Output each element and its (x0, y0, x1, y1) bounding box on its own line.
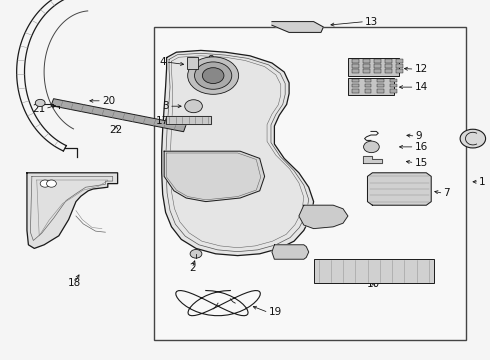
Bar (390, 89, 397, 93)
Circle shape (185, 100, 202, 113)
Text: 9: 9 (416, 131, 422, 141)
Bar (314, 259, 434, 283)
Text: 1: 1 (479, 177, 486, 187)
Bar (352, 59, 359, 63)
Bar (352, 64, 359, 68)
Bar (390, 84, 397, 87)
Bar (348, 58, 399, 76)
Bar (377, 84, 384, 87)
Circle shape (364, 141, 379, 153)
Circle shape (40, 180, 50, 187)
Bar (385, 64, 392, 68)
Bar (396, 69, 403, 73)
Bar (154, 27, 466, 340)
Text: 2: 2 (189, 263, 196, 273)
Bar (348, 78, 394, 95)
Text: 10: 10 (367, 279, 380, 289)
Text: 22: 22 (109, 125, 123, 135)
Text: 8: 8 (207, 55, 214, 66)
Bar (352, 79, 359, 82)
Bar (374, 69, 381, 73)
Text: 19: 19 (269, 307, 282, 318)
Bar (377, 89, 384, 93)
Circle shape (47, 180, 56, 187)
Polygon shape (162, 50, 314, 256)
Text: 6: 6 (477, 132, 484, 143)
Bar (365, 84, 371, 87)
Bar (352, 84, 359, 87)
Bar (374, 59, 381, 63)
Text: 3: 3 (162, 101, 169, 111)
Bar (365, 89, 371, 93)
Text: 21: 21 (32, 104, 45, 114)
Text: 13: 13 (365, 17, 378, 27)
Circle shape (190, 249, 202, 258)
Text: 18: 18 (68, 278, 81, 288)
Bar (363, 64, 369, 68)
Bar (363, 69, 369, 73)
Bar (390, 79, 397, 82)
Text: 12: 12 (415, 64, 428, 74)
Polygon shape (363, 156, 382, 163)
Text: 17: 17 (156, 116, 169, 126)
Text: 14: 14 (415, 82, 428, 92)
Bar (396, 59, 403, 63)
Polygon shape (368, 173, 431, 205)
Circle shape (460, 129, 486, 148)
Polygon shape (166, 116, 211, 124)
Bar (377, 79, 384, 82)
Polygon shape (51, 99, 186, 132)
Polygon shape (164, 151, 265, 202)
Text: 15: 15 (415, 158, 428, 168)
Circle shape (188, 57, 239, 94)
Bar (352, 69, 359, 73)
Bar (187, 57, 198, 69)
Circle shape (195, 62, 232, 89)
Text: 5: 5 (306, 213, 313, 223)
Bar (374, 64, 381, 68)
Text: 11: 11 (287, 249, 301, 260)
Bar (363, 59, 369, 63)
Polygon shape (27, 173, 118, 248)
Text: 4: 4 (159, 57, 166, 67)
Polygon shape (272, 22, 323, 32)
Bar (365, 79, 371, 82)
Bar (352, 89, 359, 93)
Bar (385, 69, 392, 73)
Polygon shape (299, 205, 348, 229)
Text: 20: 20 (102, 96, 115, 106)
Text: 16: 16 (415, 142, 428, 152)
Bar (385, 59, 392, 63)
Text: 7: 7 (443, 188, 450, 198)
Bar (396, 64, 403, 68)
Circle shape (202, 68, 224, 84)
Polygon shape (272, 245, 309, 259)
Circle shape (35, 99, 45, 107)
